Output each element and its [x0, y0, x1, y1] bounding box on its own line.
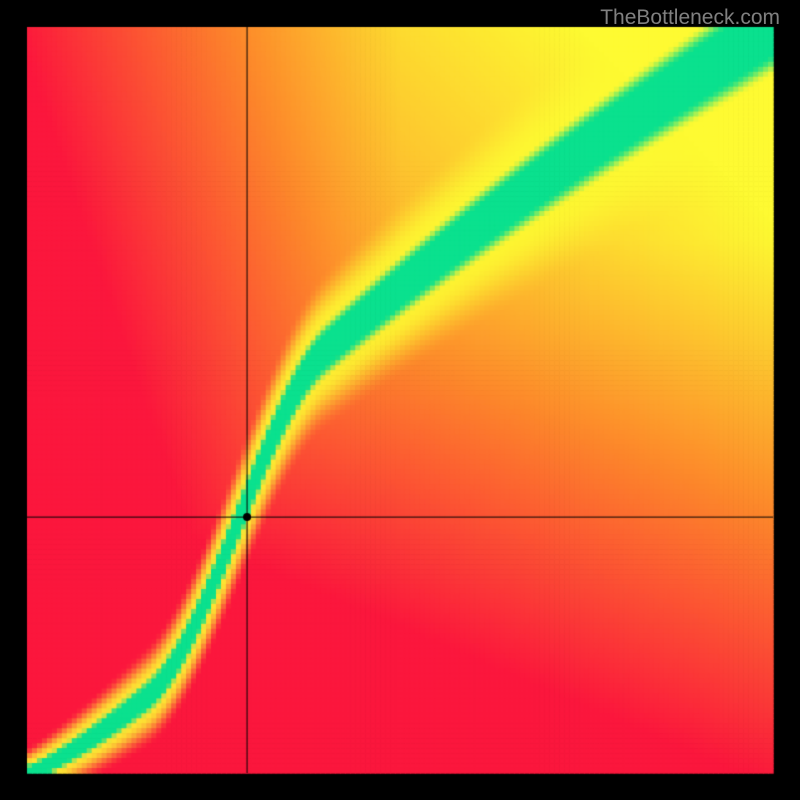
watermark-text: TheBottleneck.com	[600, 6, 780, 30]
chart-container: TheBottleneck.com	[0, 0, 800, 800]
heatmap-canvas	[0, 0, 800, 800]
